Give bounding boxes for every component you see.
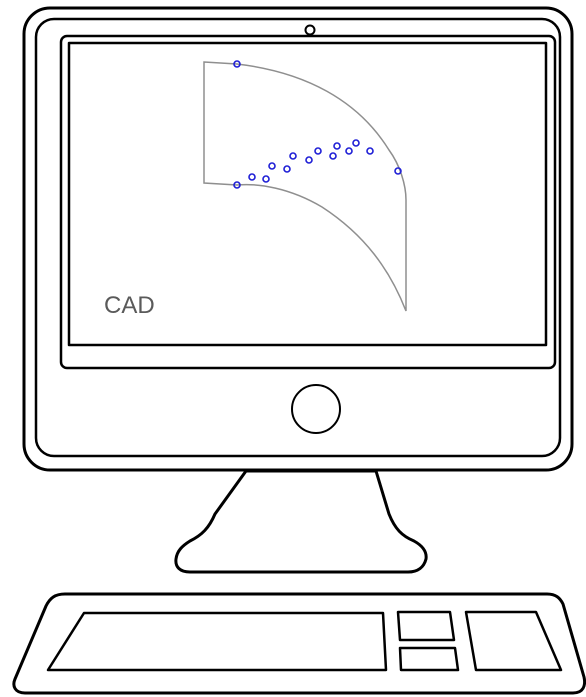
cad-outline: [203, 61, 407, 312]
cad-point: [305, 156, 313, 164]
cad-point: [248, 173, 256, 181]
cad-point: [345, 147, 353, 155]
keyboard-numpad[interactable]: [464, 610, 563, 672]
home-button[interactable]: [291, 384, 341, 434]
keyboard-arrow-key-bottom[interactable]: [398, 646, 460, 672]
cad-points: [233, 60, 402, 189]
screen-label: CAD: [104, 292, 155, 319]
cad-point: [262, 175, 270, 183]
cad-point: [366, 147, 374, 155]
cad-point: [333, 142, 341, 150]
cad-point: [268, 162, 276, 170]
cad-point: [394, 167, 402, 175]
camera-icon: [304, 24, 316, 36]
cad-point: [352, 139, 360, 147]
keyboard-main-keys[interactable]: [46, 611, 388, 672]
cad-point: [283, 165, 291, 173]
cad-point: [233, 60, 241, 68]
cad-point: [233, 181, 241, 189]
cad-point: [329, 152, 337, 160]
cad-point: [314, 147, 322, 155]
screen: [67, 41, 548, 347]
monitor-stand: [174, 469, 428, 574]
cad-point: [289, 152, 297, 160]
keyboard-arrow-key-top[interactable]: [396, 610, 456, 642]
cad-drawing: [203, 60, 407, 312]
